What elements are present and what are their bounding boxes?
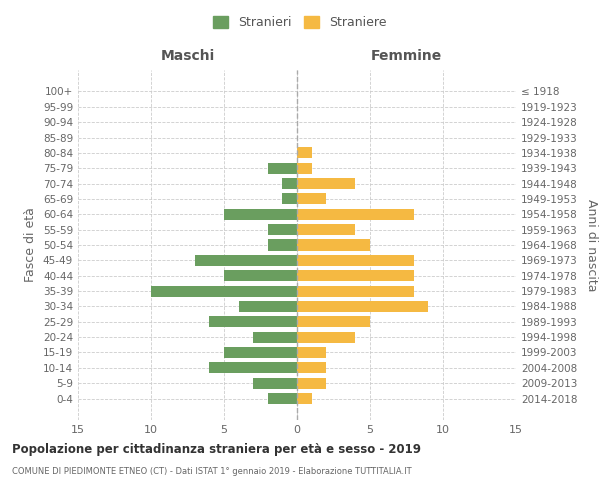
- Bar: [195, 255, 297, 266]
- Bar: [297, 316, 370, 328]
- Bar: [297, 194, 326, 204]
- Bar: [209, 316, 297, 328]
- Bar: [297, 178, 355, 189]
- Bar: [268, 393, 297, 404]
- Text: Maschi: Maschi: [160, 49, 215, 63]
- Bar: [297, 301, 428, 312]
- Bar: [224, 270, 297, 281]
- Bar: [297, 224, 355, 235]
- Bar: [268, 224, 297, 235]
- Text: Popolazione per cittadinanza straniera per età e sesso - 2019: Popolazione per cittadinanza straniera p…: [12, 442, 421, 456]
- Legend: Stranieri, Straniere: Stranieri, Straniere: [208, 11, 392, 34]
- Bar: [297, 255, 414, 266]
- Bar: [297, 209, 414, 220]
- Bar: [297, 393, 311, 404]
- Bar: [297, 270, 414, 281]
- Text: COMUNE DI PIEDIMONTE ETNEO (CT) - Dati ISTAT 1° gennaio 2019 - Elaborazione TUTT: COMUNE DI PIEDIMONTE ETNEO (CT) - Dati I…: [12, 468, 412, 476]
- Bar: [297, 240, 370, 250]
- Bar: [297, 347, 326, 358]
- Bar: [283, 178, 297, 189]
- Bar: [297, 162, 311, 173]
- Bar: [297, 332, 355, 342]
- Bar: [253, 378, 297, 388]
- Text: Femmine: Femmine: [371, 49, 442, 63]
- Bar: [297, 148, 311, 158]
- Bar: [239, 301, 297, 312]
- Y-axis label: Fasce di età: Fasce di età: [25, 208, 37, 282]
- Bar: [253, 332, 297, 342]
- Bar: [297, 286, 414, 296]
- Bar: [209, 362, 297, 374]
- Y-axis label: Anni di nascita: Anni di nascita: [584, 198, 598, 291]
- Bar: [151, 286, 297, 296]
- Bar: [297, 378, 326, 388]
- Bar: [224, 209, 297, 220]
- Bar: [283, 194, 297, 204]
- Bar: [268, 240, 297, 250]
- Bar: [297, 362, 326, 374]
- Bar: [224, 347, 297, 358]
- Bar: [268, 162, 297, 173]
